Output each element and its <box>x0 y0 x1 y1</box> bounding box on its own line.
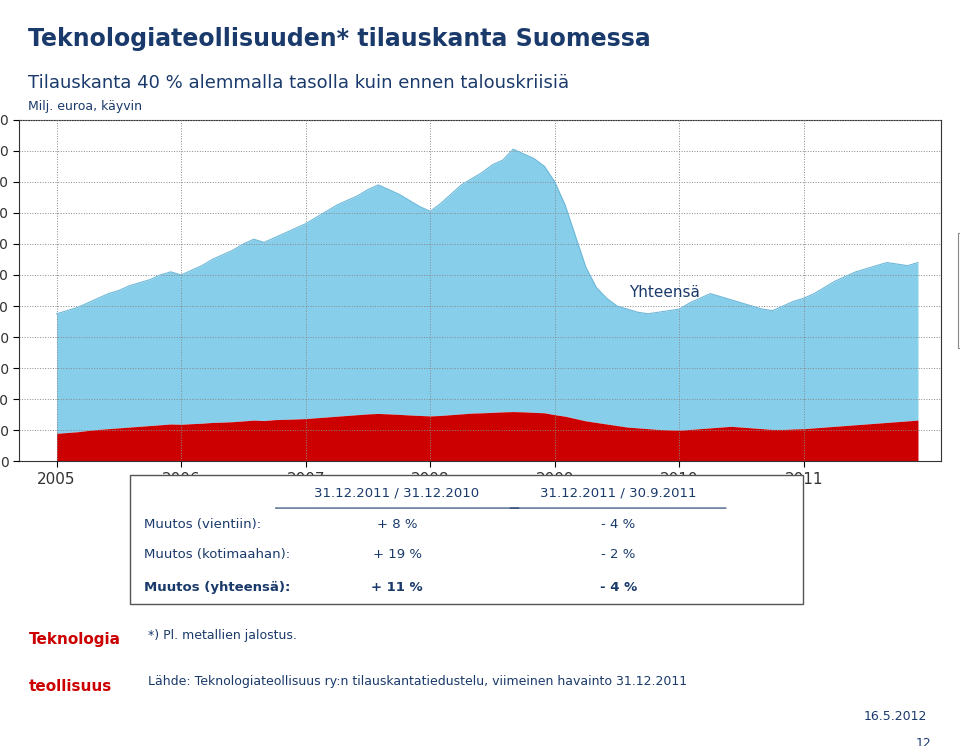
Text: - 4 %: - 4 % <box>600 581 636 594</box>
Text: Muutos (kotimaahan):: Muutos (kotimaahan): <box>144 548 290 561</box>
FancyBboxPatch shape <box>130 475 803 604</box>
Text: teollisuus: teollisuus <box>29 679 111 694</box>
Text: Muutos (yhteensä):: Muutos (yhteensä): <box>144 581 290 594</box>
Text: + 19 %: + 19 % <box>372 548 421 561</box>
Text: Tilauskanta 40 % alemmalla tasolla kuin ennen talouskriisiä: Tilauskanta 40 % alemmalla tasolla kuin … <box>29 74 569 92</box>
Text: Teknologiateollisuuden* tilauskanta Suomessa: Teknologiateollisuuden* tilauskanta Suom… <box>29 27 651 51</box>
Text: - 2 %: - 2 % <box>601 548 636 561</box>
Text: + 8 %: + 8 % <box>377 518 418 531</box>
Text: Lähde: Teknologiateollisuus ry:n tilauskantatiedustelu, viimeinen havainto 31.12: Lähde: Teknologiateollisuus ry:n tilausk… <box>148 675 687 689</box>
Text: 12: 12 <box>916 737 931 746</box>
Text: Yhteensä: Yhteensä <box>630 285 701 300</box>
Text: + 11 %: + 11 % <box>372 581 422 594</box>
Text: - 4 %: - 4 % <box>601 518 636 531</box>
Text: Muutos (vientiin):: Muutos (vientiin): <box>144 518 261 531</box>
Text: Milj. euroa, käyvin: Milj. euroa, käyvin <box>29 100 142 113</box>
Text: *) Pl. metallien jalostus.: *) Pl. metallien jalostus. <box>148 629 297 642</box>
Text: Teknologia: Teknologia <box>29 633 120 648</box>
Text: 16.5.2012: 16.5.2012 <box>864 710 927 723</box>
Legend: Vientiin, Kotimaahan: Vientiin, Kotimaahan <box>958 233 960 348</box>
Text: 31.12.2011 / 30.9.2011: 31.12.2011 / 30.9.2011 <box>540 486 697 499</box>
Text: 31.12.2011 / 31.12.2010: 31.12.2011 / 31.12.2010 <box>315 486 480 499</box>
